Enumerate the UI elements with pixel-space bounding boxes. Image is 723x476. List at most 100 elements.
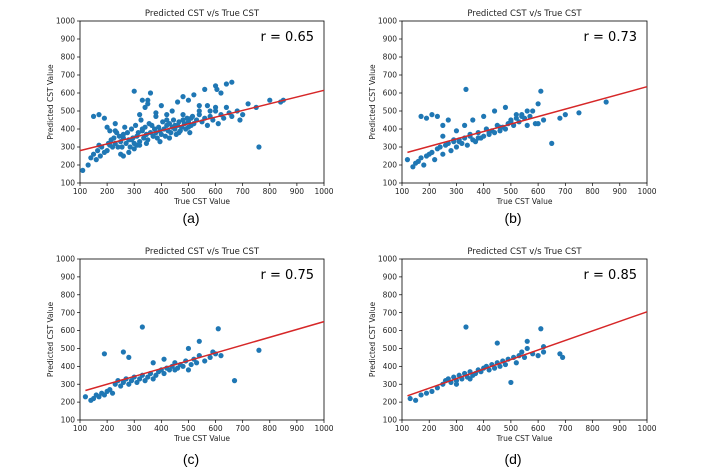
data-point: [149, 122, 155, 128]
y-tick-label: 500: [383, 107, 398, 116]
data-point: [170, 117, 177, 123]
data-point: [88, 155, 94, 161]
data-point: [101, 351, 107, 357]
data-point: [603, 99, 609, 105]
data-point: [415, 158, 421, 164]
data-point: [142, 378, 148, 384]
data-point: [137, 376, 143, 382]
data-point: [139, 324, 145, 330]
x-tick-label: 800: [263, 187, 278, 196]
data-point: [93, 157, 99, 163]
data-point: [445, 117, 451, 123]
x-tick-label: 200: [422, 424, 437, 433]
data-point: [560, 354, 566, 360]
data-point: [111, 135, 117, 141]
data-point: [137, 139, 143, 145]
data-point: [214, 86, 220, 92]
data-point: [519, 113, 525, 119]
y-tick-label: 600: [61, 89, 76, 98]
data-point: [491, 108, 498, 114]
y-tick-label: 1000: [378, 255, 397, 264]
x-tick-label: 400: [154, 187, 169, 196]
data-point: [188, 115, 194, 121]
data-point: [231, 378, 238, 384]
data-point: [90, 151, 97, 157]
data-point: [481, 133, 487, 139]
data-point: [124, 130, 131, 136]
data-point: [142, 104, 148, 110]
data-point: [112, 121, 118, 127]
data-point: [464, 142, 470, 148]
plot-frame: [401, 258, 648, 421]
data-point: [161, 370, 167, 377]
data-point: [237, 117, 243, 123]
data-point: [524, 108, 530, 114]
data-point: [538, 326, 544, 332]
data-point: [540, 349, 547, 355]
data-point: [202, 86, 208, 92]
data-point: [153, 372, 159, 378]
x-tick-label: 500: [181, 187, 196, 196]
x-tick-label: 1000: [314, 187, 333, 196]
data-point: [137, 112, 143, 118]
data-point: [462, 122, 468, 128]
data-point: [432, 157, 438, 163]
x-tick-label: 300: [127, 424, 142, 433]
panel-label: (c): [183, 451, 199, 467]
data-point: [126, 149, 132, 155]
data-point: [166, 121, 173, 127]
y-tick-label: 500: [383, 344, 398, 353]
data-point: [486, 130, 492, 136]
x-tick-label: 700: [558, 424, 573, 433]
x-tick-label: 300: [449, 424, 464, 433]
data-point: [104, 148, 110, 154]
data-point: [180, 363, 186, 369]
data-point: [164, 112, 170, 118]
x-tick-label: 800: [585, 187, 600, 196]
data-point: [470, 117, 476, 123]
data-point: [143, 140, 150, 146]
y-tick-label: 400: [61, 362, 76, 371]
data-point: [256, 144, 262, 150]
panel-label: (d): [504, 451, 521, 467]
y-tick-label: 100: [383, 416, 398, 425]
y-tick-label: 500: [61, 344, 76, 353]
x-tick-label: 900: [613, 424, 628, 433]
data-point: [463, 324, 469, 330]
data-point: [95, 148, 101, 154]
data-point: [413, 397, 419, 403]
data-point: [221, 115, 227, 121]
y-tick-label: 600: [383, 89, 398, 98]
x-axis-label: True CST Value: [173, 434, 230, 443]
x-tick-label: 400: [477, 187, 492, 196]
y-tick-label: 700: [61, 71, 76, 80]
panel-label: (b): [504, 210, 521, 226]
data-point: [90, 113, 97, 119]
data-point: [139, 97, 145, 103]
y-tick-label: 200: [383, 398, 398, 407]
data-point: [118, 383, 124, 389]
y-axis-label: Predicted CST Value: [368, 302, 377, 378]
y-axis-label: Predicted CST Value: [46, 64, 55, 140]
x-tick-label: 900: [290, 187, 305, 196]
data-point: [188, 361, 194, 368]
data-point: [440, 133, 446, 139]
data-point: [540, 117, 547, 123]
data-point: [448, 148, 454, 154]
chart-panel-4: Predicted CST v/s True CST 100 200 300 400 50…: [368, 247, 657, 467]
x-tick-label: 700: [236, 424, 251, 433]
data-point: [429, 149, 435, 155]
x-tick-label: 300: [449, 187, 464, 196]
data-point: [557, 351, 563, 357]
y-tick-label: 200: [61, 161, 76, 170]
x-tick-label: 200: [100, 187, 115, 196]
data-point: [164, 117, 170, 123]
data-point: [157, 139, 163, 145]
panel-label: (a): [182, 210, 199, 226]
y-tick-label: 700: [383, 71, 398, 80]
y-tick-label: 100: [383, 179, 398, 188]
data-point: [175, 99, 181, 105]
data-point: [549, 140, 555, 146]
correlation-annotation: r = 0.65: [261, 30, 314, 45]
data-point: [128, 378, 135, 384]
